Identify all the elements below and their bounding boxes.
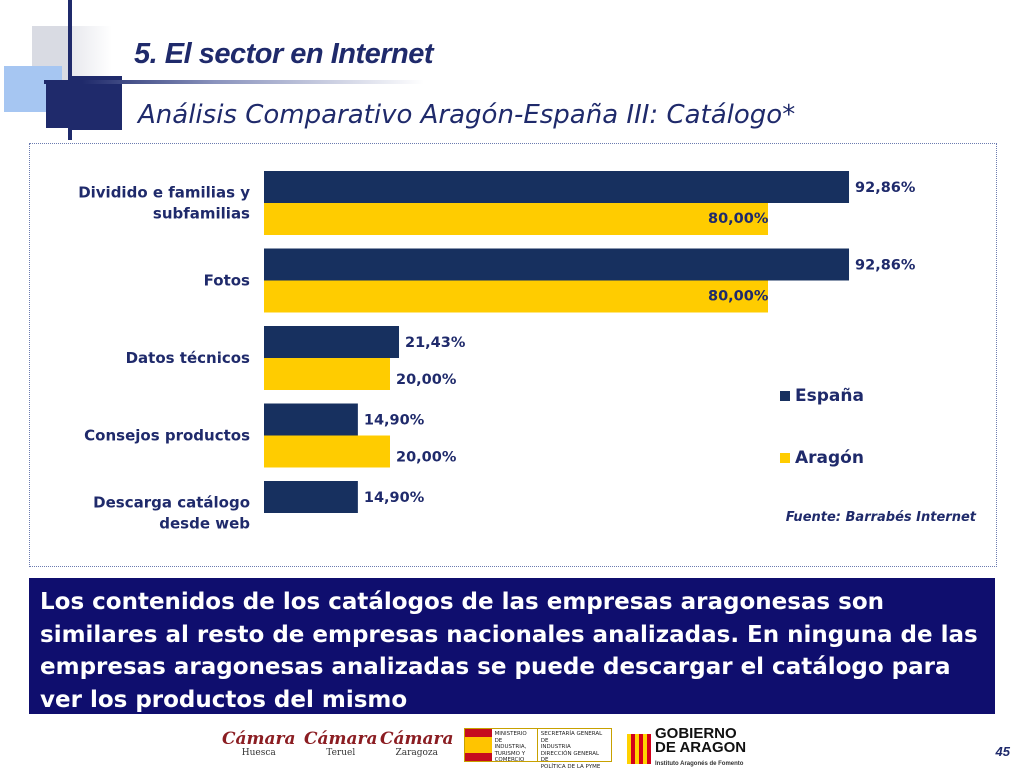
secretaria-line: POLÍTICA DE LA PYME — [540, 763, 601, 770]
camara-zaragoza-logo: Cámara Zaragoza — [380, 730, 454, 758]
secretaria-line: INDUSTRIA — [540, 744, 571, 750]
category-label: Consejos productos — [84, 427, 250, 445]
spain-crest-icon — [465, 729, 492, 761]
camara-huesca-logo: Cámara Huesca — [222, 730, 296, 758]
category-label: Fotos — [204, 272, 250, 290]
data-label: 20,00% — [396, 372, 457, 388]
gobierno-aragon-logo: GOBIERNO DE ARAGON Instituto Aragonés de… — [627, 725, 747, 771]
bar-espana — [264, 481, 358, 513]
bar-aragon — [264, 358, 390, 390]
decorative-square — [72, 26, 112, 76]
legend-item-aragon: Aragón — [780, 448, 864, 468]
secretaria-line: SECRETARÍA GENERAL DE — [540, 731, 603, 744]
logo-city: Huesca — [241, 748, 276, 758]
conclusion-text: Los contenidos de los catálogos de las e… — [40, 589, 978, 713]
data-label: 92,86% — [855, 258, 916, 274]
category-label: Descarga catálogo desde web — [93, 494, 250, 533]
aragon-flag-icon — [627, 734, 651, 764]
bar-aragon — [264, 435, 390, 468]
chart-source: Fuente: Barrabés Internet — [785, 510, 976, 525]
gobierno-line2: DE ARAGON — [655, 739, 747, 756]
category-label: Datos técnicos — [126, 349, 250, 367]
ministerio-text: MINISTERIO DE INDUSTRIA, TURISMO Y COMER… — [492, 729, 537, 763]
logo-word: Cámara — [380, 729, 454, 749]
bar-espana — [264, 326, 400, 358]
bar-espana — [264, 248, 850, 281]
legend-swatch — [780, 453, 790, 463]
chart-frame — [29, 143, 997, 567]
gobierno-sub: Instituto Aragonés de Fomento — [655, 761, 744, 767]
legend-label: España — [795, 386, 864, 406]
slide-title: 5. El sector en Internet — [134, 38, 434, 70]
category-label: Dividido e familias y subfamilias — [78, 184, 250, 223]
ministerio-line: COMERCIO — [494, 757, 525, 763]
slide-subtitle: Análisis Comparativo Aragón-España III: … — [138, 100, 796, 130]
bar-aragon — [264, 280, 768, 313]
bar-espana — [264, 171, 850, 203]
legend-label: Aragón — [795, 448, 864, 468]
logo-word: Cámara — [304, 729, 378, 749]
secretaria-line: DIRECCIÓN GENERAL DE — [540, 750, 600, 764]
bar-chart: Dividido e familias y subfamilias 92,86% 80… — [78, 171, 916, 533]
ministerio-line: TURISMO Y — [494, 750, 526, 757]
data-label: 20,00% — [396, 450, 457, 466]
camara-teruel-logo: Cámara Teruel — [304, 730, 378, 758]
decorative-square — [46, 84, 68, 128]
ministerio-logo: MINISTERIO DE INDUSTRIA, TURISMO Y COMER… — [464, 728, 612, 770]
logo-word: Cámara — [222, 729, 296, 749]
legend-item-espana: España — [780, 386, 864, 406]
data-label: 14,90% — [364, 413, 425, 429]
conclusion-box: Los contenidos de los catálogos de las e… — [29, 578, 995, 714]
gobierno-text: GOBIERNO DE ARAGON Instituto Aragonés de… — [655, 725, 747, 771]
legend-swatch — [780, 391, 790, 401]
data-label: 80,00% — [708, 289, 769, 305]
bar-espana — [264, 403, 358, 436]
ministerio-line: DE INDUSTRIA, — [494, 737, 527, 751]
decorative-square — [72, 76, 122, 130]
secretaria-text: SECRETARÍA GENERAL DE INDUSTRIA DIRECCIÓ… — [536, 729, 611, 770]
logo-city: Teruel — [326, 748, 356, 758]
gobierno-line1: GOBIERNO — [655, 725, 737, 742]
data-label: 21,43% — [405, 335, 466, 351]
page-number: 45 — [995, 744, 1010, 759]
data-label: 14,90% — [364, 490, 425, 506]
decorative-vertical-line — [68, 0, 72, 140]
bar-aragon — [264, 203, 768, 235]
ministerio-line: MINISTERIO — [494, 731, 527, 737]
logo-city: Zaragoza — [395, 748, 439, 758]
data-label: 80,00% — [708, 211, 769, 227]
decorative-horizontal-line — [44, 80, 424, 84]
data-label: 92,86% — [855, 180, 916, 196]
